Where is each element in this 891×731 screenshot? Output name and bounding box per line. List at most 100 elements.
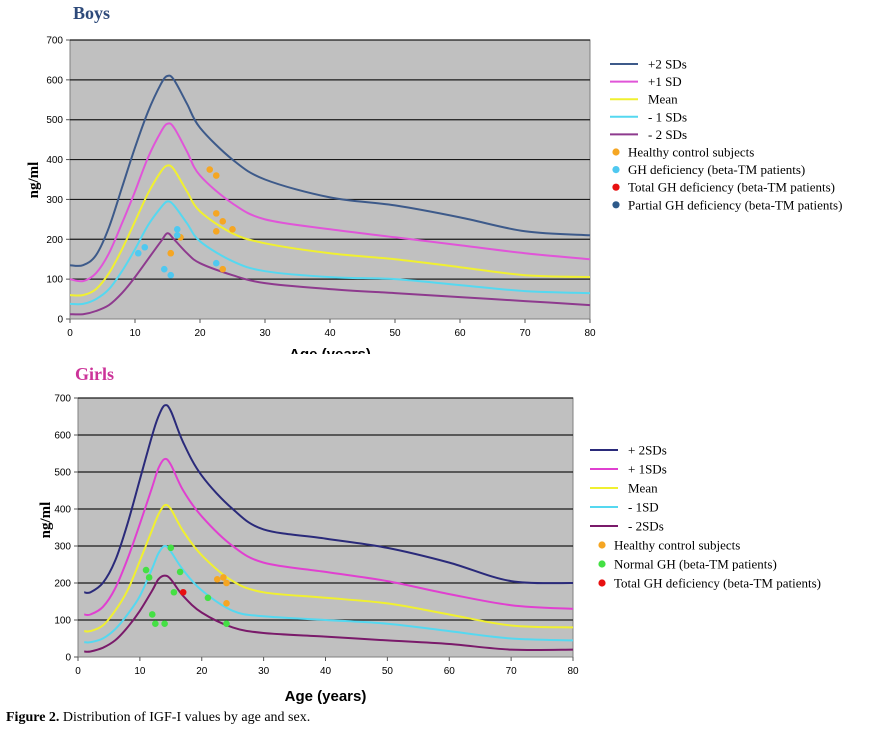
boys-scatter-point-1 (141, 243, 149, 251)
boys-ytick-label: 700 (46, 36, 63, 47)
girls-scatter-point-2 (179, 588, 187, 596)
girls-series-line-1 (84, 457, 574, 617)
boys-scatter-point-1 (212, 259, 220, 267)
boys-scatter-point-1 (134, 249, 142, 257)
boys-series-line-0 (69, 74, 591, 267)
boys-legend-label-4: - 2 SDs (648, 127, 687, 142)
boys-ytick-label: 600 (46, 75, 63, 86)
boys-legend-label-3: - 1 SDs (648, 109, 687, 124)
boys-legend-label-scatter-3: Partial GH deficiency (beta-TM patients) (628, 197, 842, 212)
boys-series-line-1 (69, 122, 591, 283)
boys-y-axis-label: ng/ml (26, 162, 42, 199)
boys-scatter-point-1 (173, 226, 181, 233)
girls-scatter-point-1 (142, 566, 150, 574)
boys-scatter-point-1 (160, 265, 168, 273)
girls-series-line-3 (84, 544, 574, 644)
girls-xtick-label: 20 (196, 666, 208, 677)
girls-xtick-label: 10 (134, 666, 146, 677)
girls-x-axis-label: Age (years) (285, 688, 367, 705)
boys-scatter-point-1 (167, 271, 175, 279)
boys-series-line-4 (69, 232, 591, 316)
girls-scatter-point-1 (148, 611, 156, 618)
girls-ytick-label: 0 (65, 653, 71, 664)
boys-xtick-label: 50 (389, 328, 401, 339)
girls-scatter-point-1 (223, 620, 230, 627)
girls-scatter-point-0 (223, 600, 230, 607)
boys-crop-band (0, 354, 891, 366)
girls-ytick-label: 300 (54, 542, 71, 553)
boys-scatter-point-0 (212, 172, 220, 179)
girls-scatter-point-1 (152, 620, 159, 627)
boys-scatter-point-0 (206, 166, 214, 173)
girls-series-line-0 (84, 404, 574, 594)
girls-scatter-point-1 (170, 588, 178, 596)
boys-ytick-label: 200 (46, 235, 63, 246)
boys-xtick-label: 0 (67, 328, 73, 339)
boys-legend-label-0: +2 SDs (648, 57, 687, 72)
boys-legend-dot-1 (612, 166, 620, 174)
girls-scatter-point-0 (220, 574, 227, 581)
girls-scatter-point-1 (204, 594, 212, 602)
girls-xtick-label: 50 (382, 666, 394, 677)
boys-ytick-label: 0 (57, 315, 63, 326)
girls-plot-area (77, 397, 574, 658)
girls-series-line-2 (84, 503, 574, 633)
boys-legend-dot-2 (612, 183, 620, 191)
boys-xtick-label: 40 (324, 328, 336, 339)
boys-scatter-point-0 (219, 265, 227, 273)
girls-xtick-label: 80 (567, 666, 579, 677)
girls-xtick-label: 60 (444, 666, 456, 677)
boys-xtick-label: 30 (259, 328, 271, 339)
boys-legend-label-scatter-1: GH deficiency (beta-TM patients) (628, 162, 805, 177)
boys-scatter-point-1 (173, 232, 181, 239)
girls-ytick-label: 100 (54, 616, 71, 627)
girls-legend-label-scatter-0: Healthy control subjects (614, 538, 740, 553)
boys-legend-dot-3 (612, 201, 620, 209)
girls-legend-dot-1 (598, 560, 606, 568)
girls-ytick-label: 200 (54, 579, 71, 590)
boys-legend-label-1: +1 SD (648, 74, 682, 89)
boys-ytick-label: 500 (46, 115, 63, 126)
girls-legend-label-3: - 1SD (628, 500, 659, 515)
girls-legend-label-1: + 1SDs (628, 462, 667, 477)
girls-legend-dot-2 (598, 579, 606, 587)
girls-xtick-label: 0 (75, 666, 81, 677)
figure-caption: Figure 2. Distribution of IGF-I values b… (6, 710, 310, 726)
caption-label: Figure 2. (6, 710, 60, 725)
boys-ytick-label: 100 (46, 275, 63, 286)
girls-chart-title: Girls (75, 364, 114, 384)
boys-scatter-point-0 (229, 226, 236, 233)
boys-legend-label-scatter-0: Healthy control subjects (628, 145, 754, 160)
boys-ytick-label: 300 (46, 195, 63, 206)
girls-legend-label-0: + 2SDs (628, 443, 667, 458)
boys-xtick-label: 80 (584, 328, 596, 339)
girls-legend-label-4: - 2SDs (628, 519, 664, 534)
boys-series-line-3 (69, 200, 591, 306)
girls-scatter-point-0 (213, 576, 221, 583)
boys-ytick-label: 400 (46, 155, 63, 166)
girls-scatter-point-1 (167, 544, 175, 552)
boys-xtick-label: 60 (454, 328, 466, 339)
boys-scatter-point-0 (219, 218, 227, 225)
girls-legend-dot-0 (598, 541, 606, 549)
girls-ytick-label: 600 (54, 431, 71, 442)
girls-ytick-label: 700 (54, 394, 71, 405)
boys-legend-dot-0 (612, 148, 620, 156)
girls-legend-label-2: Mean (628, 481, 658, 496)
boys-scatter-point-0 (167, 249, 175, 257)
boys-xtick-label: 20 (194, 328, 206, 339)
boys-series-line-2 (69, 164, 591, 297)
girls-xtick-label: 30 (258, 666, 270, 677)
girls-scatter-point-1 (145, 574, 153, 581)
caption-text: Distribution of IGF-I values by age and … (59, 710, 311, 725)
boys-scatter-point-0 (212, 228, 220, 235)
girls-scatter-point-0 (223, 579, 230, 587)
boys-scatter-point-0 (212, 210, 220, 217)
girls-scatter-point-1 (161, 620, 168, 627)
girls-ytick-label: 400 (54, 505, 71, 516)
boys-xtick-label: 70 (519, 328, 531, 339)
girls-ytick-label: 500 (54, 468, 71, 479)
boys-legend-label-2: Mean (648, 92, 678, 107)
